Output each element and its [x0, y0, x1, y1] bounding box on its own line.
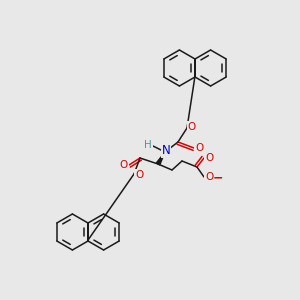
Text: O: O — [195, 143, 203, 153]
Text: −: − — [213, 172, 223, 184]
Text: N: N — [162, 145, 170, 158]
Text: O: O — [205, 172, 213, 182]
Text: O: O — [205, 153, 213, 163]
Text: O: O — [188, 122, 196, 132]
Text: O: O — [120, 160, 128, 170]
Text: H: H — [144, 140, 152, 150]
Polygon shape — [156, 152, 165, 165]
Text: O: O — [135, 170, 143, 180]
